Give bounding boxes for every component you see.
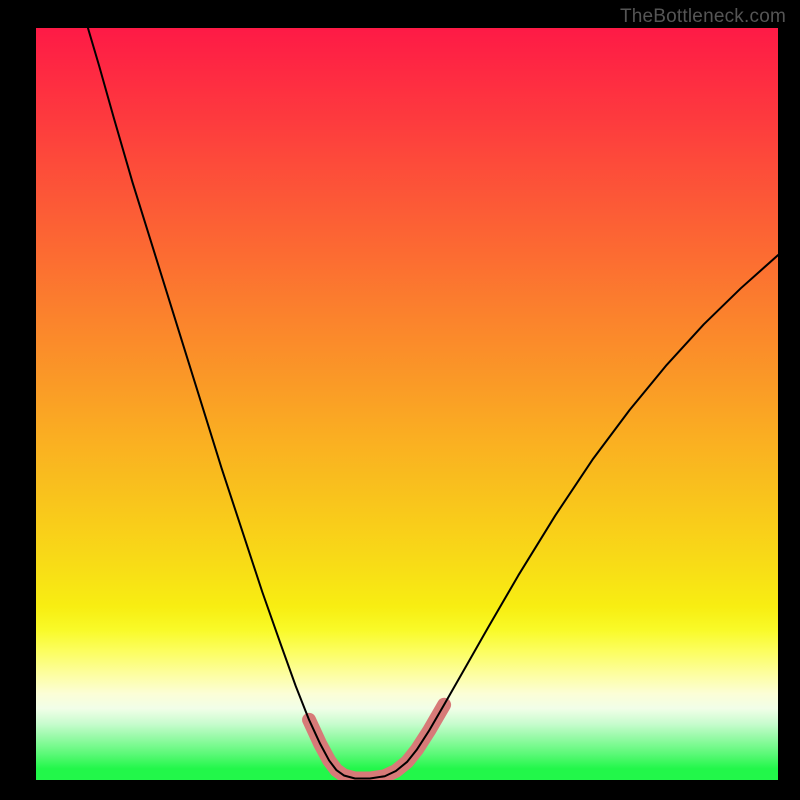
plot-svg bbox=[36, 28, 778, 780]
plot-area bbox=[36, 28, 778, 780]
chart-frame: TheBottleneck.com bbox=[0, 0, 800, 800]
watermark-text: TheBottleneck.com bbox=[620, 6, 786, 28]
plot-background bbox=[36, 28, 778, 780]
